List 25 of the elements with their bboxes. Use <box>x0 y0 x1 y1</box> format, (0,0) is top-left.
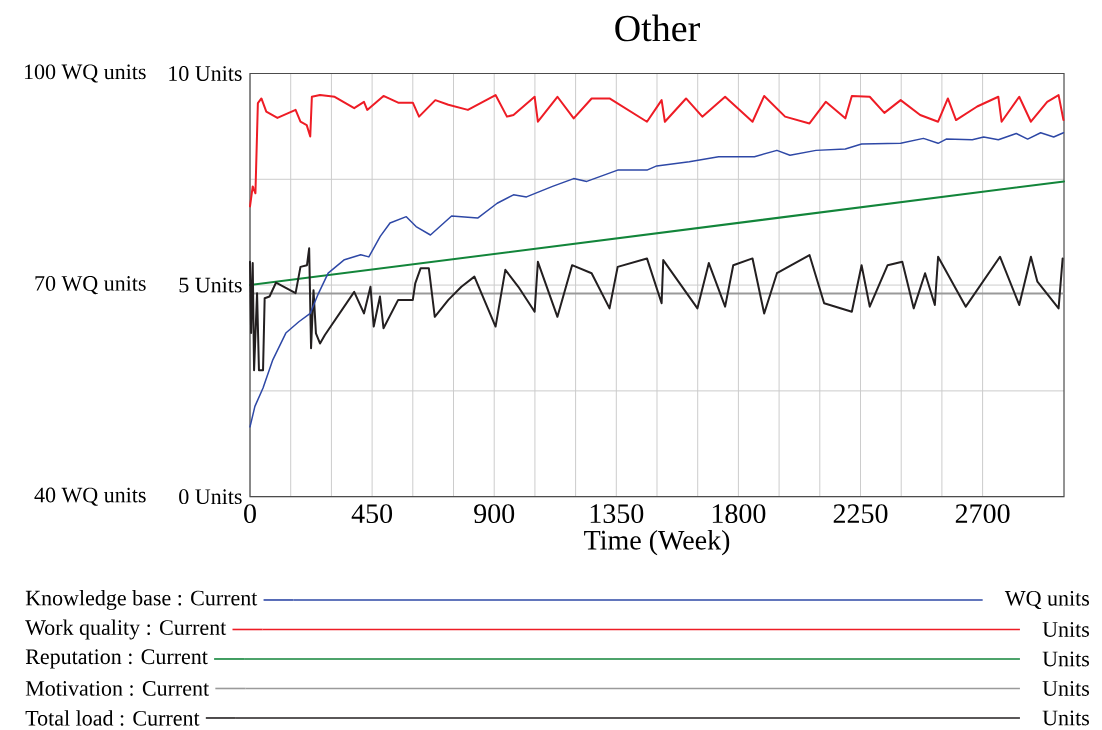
y2-tick-label: 70 WQ units <box>35 275 146 295</box>
y-tick-label: 0 Units <box>179 489 242 505</box>
legend-label: Motivation : Current <box>25 681 210 696</box>
x-axis-title: Time (Week) <box>584 529 730 556</box>
y-tick-label: 5 Units <box>179 277 242 293</box>
legend-label: Total load : Current <box>25 710 200 726</box>
x-tick-label: 0 <box>244 504 256 524</box>
x-tick-label: 2700 <box>955 504 1010 524</box>
y2-tick-label: 100 WQ units <box>24 64 146 83</box>
text: Units <box>1042 651 1090 667</box>
x-tick-label: 1350 <box>590 504 644 524</box>
text: WQ units <box>1004 590 1090 610</box>
legend-label: Reputation : Current <box>25 649 208 669</box>
text: Units <box>1042 622 1090 637</box>
x-tick-label: 2250 <box>833 504 888 524</box>
x-tick-label: 900 <box>474 504 515 524</box>
y2-tick-label: 40 WQ units <box>34 487 146 506</box>
x-tick-label: 1800 <box>712 504 766 524</box>
x-tick-label: 450 <box>351 504 393 524</box>
legend-label: Work quality : Current <box>25 619 227 640</box>
chart-title: Other <box>615 14 700 42</box>
text: Units <box>1042 710 1090 726</box>
y-tick-label: 10 Units <box>169 66 242 81</box>
legend-label: Knowledge base : Current <box>25 589 258 610</box>
text: Units <box>1042 681 1090 696</box>
